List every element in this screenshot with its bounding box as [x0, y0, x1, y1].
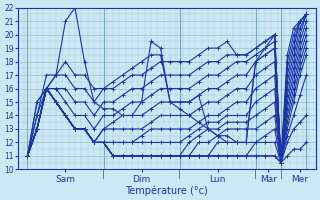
Text: |: |	[254, 170, 257, 179]
Text: |: |	[102, 170, 105, 179]
Text: |: |	[178, 170, 181, 179]
X-axis label: Température (°c): Température (°c)	[125, 185, 208, 196]
Text: |: |	[280, 170, 282, 179]
